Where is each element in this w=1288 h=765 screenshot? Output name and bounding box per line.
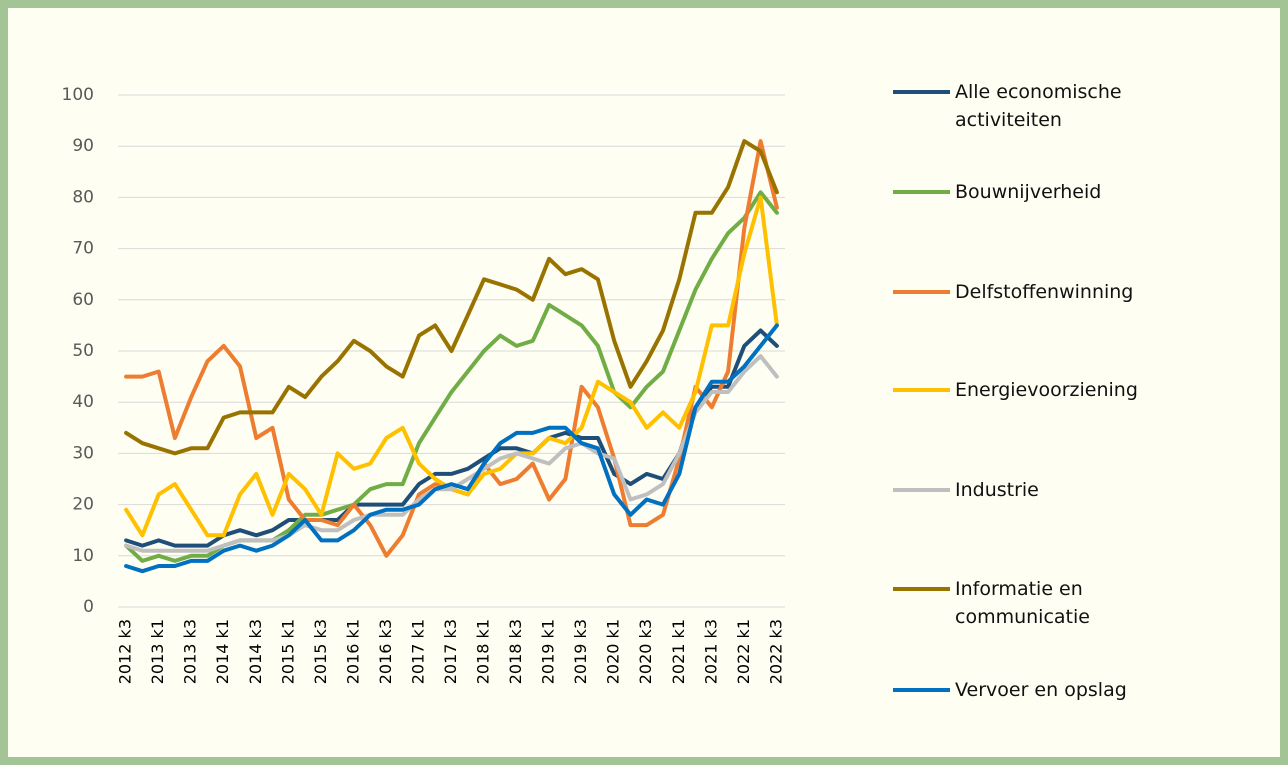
x-tick-label: 2014 k1 <box>213 619 232 684</box>
y-tick-label: 50 <box>72 341 94 361</box>
series-line <box>124 323 779 574</box>
y-tick-label: 0 <box>83 597 94 617</box>
legend-label: Bouwnijverheid <box>955 181 1102 203</box>
x-tick-label: 2017 k1 <box>408 619 427 684</box>
y-tick-label: 70 <box>72 239 94 259</box>
x-tick-label: 2022 k1 <box>734 619 753 684</box>
x-tick-label: 2022 k3 <box>766 619 785 684</box>
x-tick-label: 2016 k3 <box>376 619 395 684</box>
y-tick-label: 10 <box>72 546 94 566</box>
series-line <box>124 354 779 553</box>
y-tick-label: 40 <box>72 392 94 412</box>
x-tick-label: 2018 k1 <box>474 619 493 684</box>
legend-label: Energievoorziening <box>955 379 1138 401</box>
legend-label: Alle economische activiteiten <box>955 81 1122 131</box>
legend-label: Industrie <box>955 479 1039 501</box>
y-tick-label: 90 <box>72 136 94 156</box>
y-tick-label: 100 <box>62 85 94 105</box>
x-tick-label: 2021 k1 <box>669 619 688 684</box>
x-tick-label: 2021 k3 <box>701 619 720 684</box>
y-tick-label: 80 <box>72 187 94 207</box>
legend-label: Delfstoffenwinning <box>955 281 1134 303</box>
legend-label: Vervoer en opslag <box>955 679 1127 701</box>
x-tick-label: 2018 k3 <box>506 619 525 684</box>
x-tick-label: 2014 k3 <box>246 619 265 684</box>
series-line <box>124 328 779 548</box>
y-tick-label: 20 <box>72 495 94 515</box>
x-tick-label: 2020 k3 <box>636 619 655 684</box>
x-tick-label: 2015 k3 <box>311 619 330 684</box>
y-tick-label: 60 <box>72 290 94 310</box>
x-tick-label: 2019 k1 <box>539 619 558 684</box>
series-line <box>124 190 779 563</box>
x-tick-label: 2012 k3 <box>116 619 135 684</box>
x-tick-label: 2013 k1 <box>148 619 167 684</box>
x-tick-label: 2015 k1 <box>278 619 297 684</box>
y-tick-label: 30 <box>72 443 94 463</box>
x-tick-label: 2019 k3 <box>571 619 590 684</box>
x-tick-label: 2016 k1 <box>343 619 362 684</box>
x-tick-label: 2020 k1 <box>604 619 623 684</box>
x-tick-label: 2013 k3 <box>181 619 200 684</box>
x-tick-label: 2017 k3 <box>441 619 460 684</box>
series-line <box>124 139 779 456</box>
legend-label: Informatie en communicatie <box>955 578 1090 628</box>
